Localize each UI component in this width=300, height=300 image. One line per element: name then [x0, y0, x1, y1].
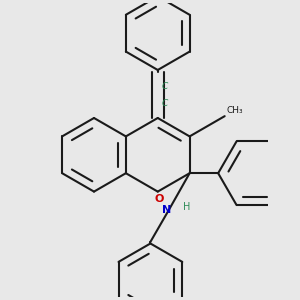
Text: CH₃: CH₃: [226, 106, 243, 115]
Text: O: O: [155, 194, 164, 204]
Text: H: H: [183, 202, 190, 212]
Text: C: C: [162, 82, 168, 91]
Text: C: C: [162, 99, 168, 108]
Text: N: N: [162, 205, 171, 215]
